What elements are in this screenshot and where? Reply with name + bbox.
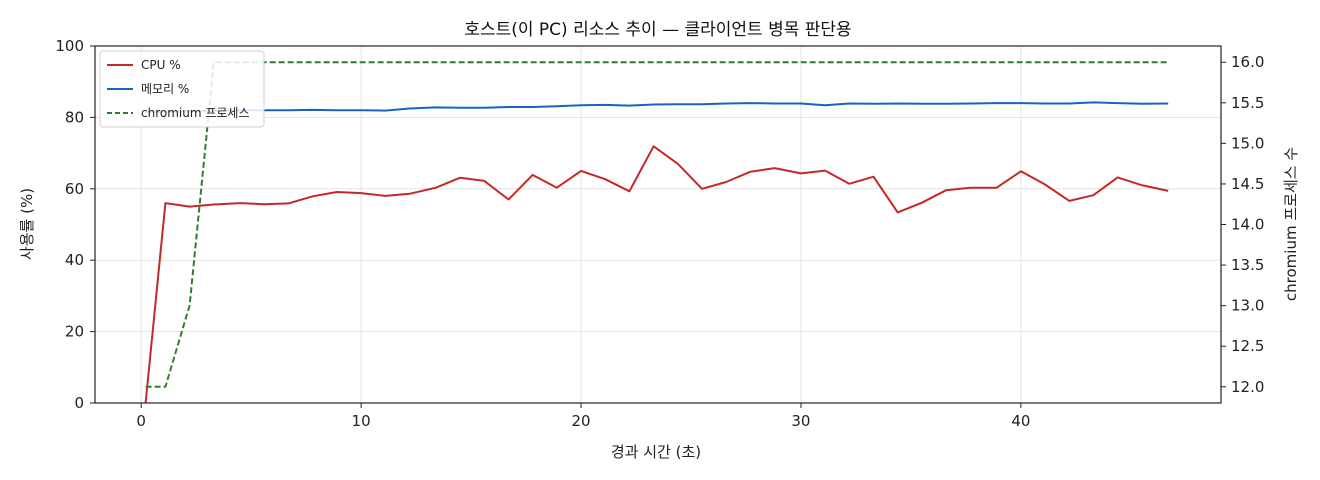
y2-tick-label: 16.0: [1231, 53, 1264, 71]
y2-tick-label: 13.5: [1231, 256, 1264, 274]
y2-tick-label: 14.5: [1231, 175, 1264, 193]
series-line-0: [144, 145, 1169, 404]
legend-box: [99, 50, 265, 128]
y-tick-label: 40: [65, 251, 84, 269]
y2-tick-label: 14.0: [1231, 216, 1264, 234]
y-axis-title: 사용률 (%): [18, 188, 36, 260]
x-tick-label: 20: [571, 412, 590, 430]
legend: CPU % 메모리 % chromium 프로세스: [99, 50, 265, 128]
y2-tick-label: 13.0: [1231, 297, 1264, 315]
y-axis-right: 12.0 12.5 13.0 13.5 14.0 14.5 15.0 15.5 16.0: [1221, 53, 1264, 396]
legend-label: CPU %: [141, 58, 181, 72]
x-axis: 0 10 20 30 40: [136, 403, 1030, 430]
x-tick-label: 10: [352, 412, 371, 430]
y2-tick-label: 15.5: [1231, 94, 1264, 112]
x-tick-label: 30: [791, 412, 810, 430]
y-tick-label: 100: [55, 37, 84, 55]
x-tick-label: 0: [136, 412, 146, 430]
y2-tick-label: 12.0: [1231, 378, 1264, 396]
series-line-2: [145, 61, 1169, 388]
x-axis-title: 경과 시간 (초): [611, 443, 701, 461]
y-axis-left: 0 20 40 60 80 100: [55, 37, 95, 412]
y2-tick-label: 12.5: [1231, 337, 1264, 355]
chart-title: 호스트(이 PC) 리소스 추이 — 클라이언트 병목 판단용: [464, 20, 851, 40]
legend-label: 메모리 %: [141, 82, 189, 96]
legend-label: chromium 프로세스: [141, 106, 250, 120]
y2-tick-label: 15.0: [1231, 134, 1264, 152]
y-tick-label: 60: [65, 180, 84, 198]
series-line-1: [145, 101, 1169, 113]
y-tick-label: 20: [65, 323, 84, 341]
x-tick-label: 40: [1011, 412, 1030, 430]
series-layer: [144, 61, 1169, 404]
y-tick-label: 80: [65, 108, 84, 126]
y2-axis-title: chromium 프로세스 수: [1282, 147, 1300, 301]
y-tick-label: 0: [74, 394, 84, 412]
